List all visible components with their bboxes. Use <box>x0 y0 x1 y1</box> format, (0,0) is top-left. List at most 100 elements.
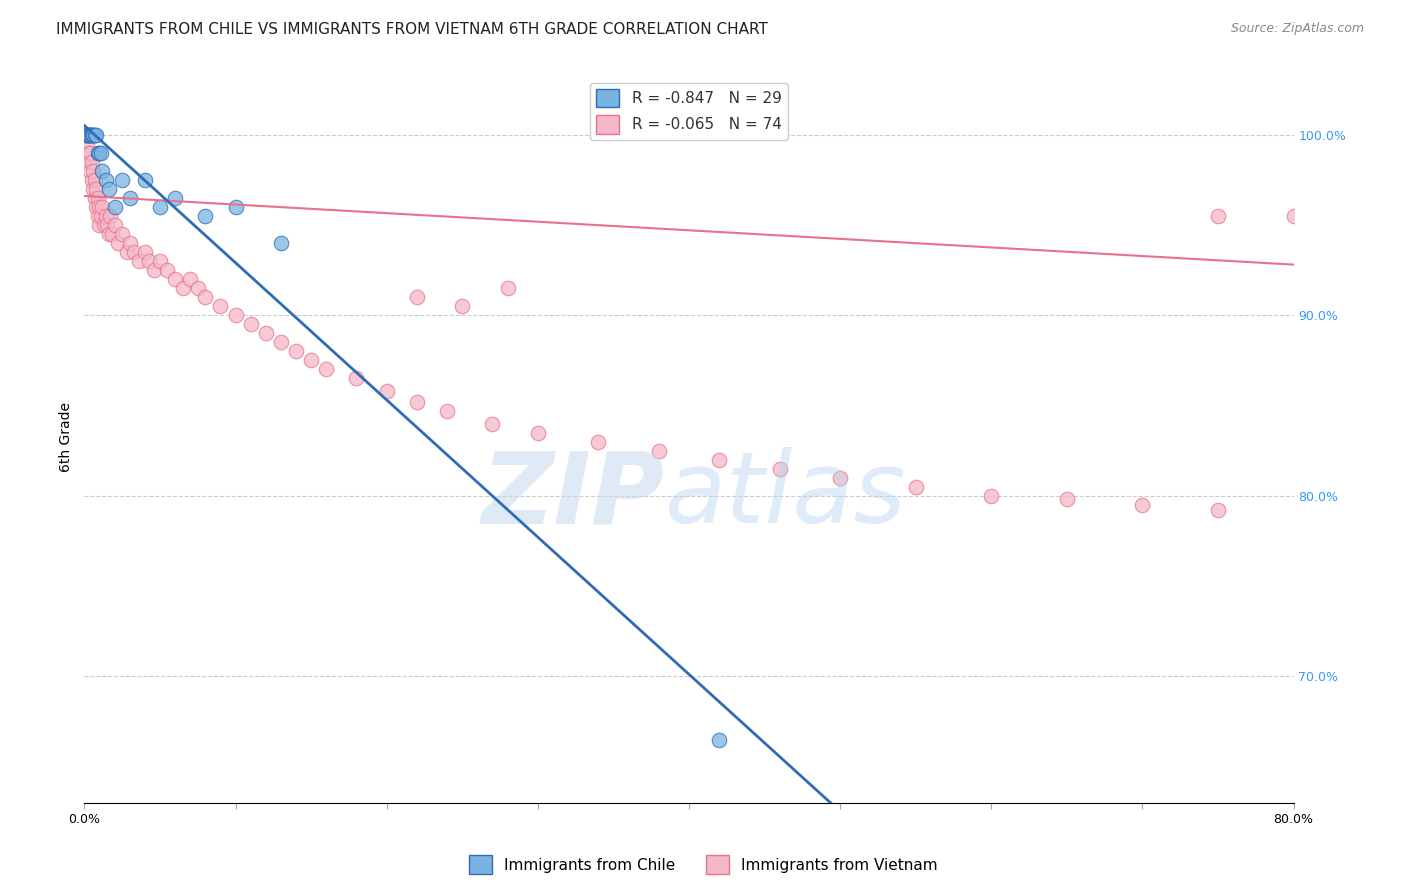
Point <box>115 244 138 259</box>
Point <box>165 191 187 205</box>
Point <box>87 209 110 223</box>
Point <box>79 128 101 142</box>
Point <box>149 200 172 214</box>
Point <box>270 235 292 250</box>
Point <box>769 461 792 475</box>
Point <box>1130 498 1153 512</box>
Point <box>172 281 194 295</box>
Point <box>527 425 550 440</box>
Text: Source: ZipAtlas.com: Source: ZipAtlas.com <box>1230 22 1364 36</box>
Point <box>98 209 121 223</box>
Point <box>77 145 100 160</box>
Point <box>346 371 368 385</box>
Point <box>588 434 610 449</box>
Point <box>138 254 160 268</box>
Point <box>285 344 308 359</box>
Point <box>100 227 122 241</box>
Point <box>87 145 110 160</box>
Point <box>1206 209 1229 223</box>
Point <box>225 308 247 322</box>
Point <box>76 136 98 151</box>
Point <box>156 263 179 277</box>
Point <box>75 128 97 142</box>
Point <box>76 128 98 142</box>
Point <box>89 200 111 214</box>
Point <box>76 128 98 142</box>
Legend: Immigrants from Chile, Immigrants from Vietnam: Immigrants from Chile, Immigrants from V… <box>463 849 943 880</box>
Point <box>86 128 108 142</box>
Point <box>299 353 322 368</box>
Point <box>89 218 111 232</box>
Point <box>104 200 127 214</box>
Point <box>111 227 134 241</box>
Point <box>79 145 101 160</box>
Point <box>82 128 104 142</box>
Point <box>128 254 150 268</box>
Point <box>436 404 458 418</box>
Point <box>270 335 292 350</box>
Point <box>86 182 108 196</box>
Point <box>86 200 108 214</box>
Point <box>96 218 118 232</box>
Point <box>496 281 519 295</box>
Point <box>1056 492 1078 507</box>
Point <box>91 163 114 178</box>
Point <box>80 172 103 186</box>
Point <box>225 200 247 214</box>
Point <box>239 317 262 331</box>
Point <box>648 443 671 458</box>
Point <box>84 172 107 186</box>
Point <box>90 145 112 160</box>
Point <box>87 191 110 205</box>
Point <box>80 154 103 169</box>
Point <box>142 263 165 277</box>
Point <box>84 191 107 205</box>
Point <box>82 163 104 178</box>
Point <box>118 235 141 250</box>
Point <box>451 299 474 313</box>
Text: IMMIGRANTS FROM CHILE VS IMMIGRANTS FROM VIETNAM 6TH GRADE CORRELATION CHART: IMMIGRANTS FROM CHILE VS IMMIGRANTS FROM… <box>56 22 768 37</box>
Point <box>111 172 134 186</box>
Point <box>187 281 209 295</box>
Point <box>77 154 100 169</box>
Y-axis label: 6th Grade: 6th Grade <box>59 402 73 472</box>
Point <box>481 417 503 431</box>
Point <box>179 272 201 286</box>
Point <box>315 362 337 376</box>
Point <box>79 163 101 178</box>
Point <box>84 128 107 142</box>
Point <box>194 209 217 223</box>
Text: atlas: atlas <box>665 447 907 544</box>
Point <box>94 209 117 223</box>
Point <box>82 128 104 142</box>
Point <box>1282 209 1305 223</box>
Point <box>82 182 104 196</box>
Point <box>80 128 103 142</box>
Point <box>93 218 115 232</box>
Point <box>76 128 98 142</box>
Point <box>904 480 927 494</box>
Point <box>165 272 187 286</box>
Point <box>90 209 112 223</box>
Point <box>406 290 429 304</box>
Point <box>94 172 117 186</box>
Point <box>104 218 127 232</box>
Point <box>406 395 429 409</box>
Point <box>77 128 100 142</box>
Point <box>830 471 852 485</box>
Point <box>77 128 100 142</box>
Point <box>89 145 111 160</box>
Point <box>134 172 156 186</box>
Legend: R = -0.847   N = 29, R = -0.065   N = 74: R = -0.847 N = 29, R = -0.065 N = 74 <box>591 83 787 140</box>
Point <box>709 732 731 747</box>
Point <box>80 128 103 142</box>
Point <box>149 254 172 268</box>
Point <box>107 235 129 250</box>
Point <box>91 200 114 214</box>
Point <box>97 227 120 241</box>
Point <box>77 128 100 142</box>
Point <box>122 244 145 259</box>
Point <box>134 244 156 259</box>
Text: ZIP: ZIP <box>482 447 665 544</box>
Point <box>118 191 141 205</box>
